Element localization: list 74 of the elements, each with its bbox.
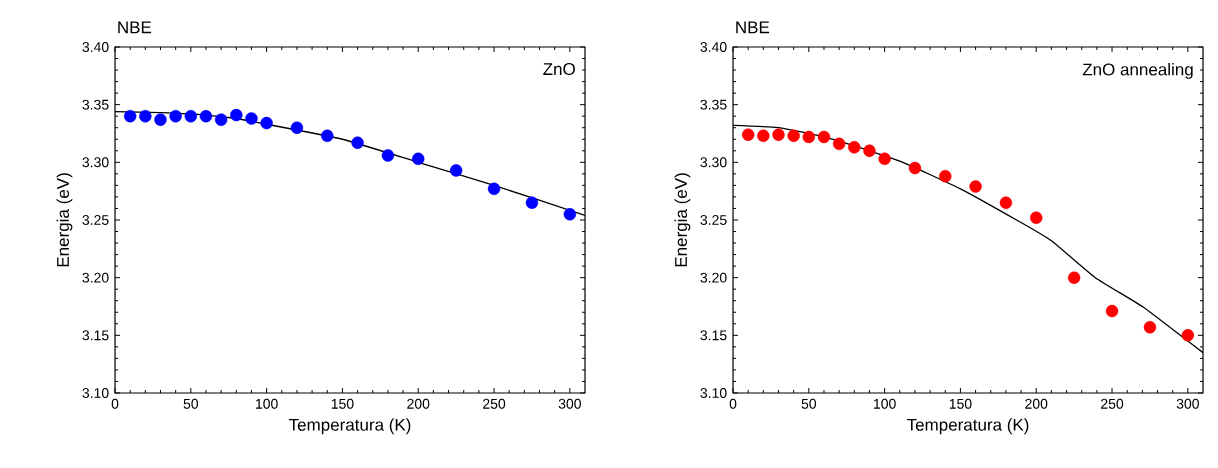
point bbox=[1143, 321, 1157, 334]
point bbox=[563, 208, 577, 221]
point bbox=[123, 109, 137, 123]
y-tick-label: 3.40 bbox=[82, 42, 109, 52]
point bbox=[787, 129, 800, 142]
y-tick-label: 3.40 bbox=[700, 42, 727, 52]
annotation: ZnO bbox=[543, 63, 575, 76]
point bbox=[154, 113, 167, 126]
x-tick-label: 50 bbox=[183, 398, 199, 409]
point bbox=[351, 136, 364, 149]
x-tick-label: 0 bbox=[111, 398, 119, 409]
y-tick-label: 3.35 bbox=[700, 99, 727, 110]
point bbox=[1181, 329, 1195, 342]
annotation: ZnO annealing bbox=[1082, 63, 1193, 79]
y-tick-label: 3.25 bbox=[82, 215, 109, 225]
point bbox=[757, 129, 770, 142]
x-tick-label: 100 bbox=[874, 398, 896, 409]
x-tick-label: 300 bbox=[1176, 398, 1199, 409]
x-tick-label: 100 bbox=[256, 398, 278, 409]
x-tick-label: 200 bbox=[1025, 398, 1048, 409]
point bbox=[1067, 271, 1081, 284]
chart-title: NBE bbox=[118, 21, 152, 34]
x-tick-label: 150 bbox=[949, 398, 972, 409]
point bbox=[487, 182, 501, 196]
point bbox=[260, 116, 273, 130]
x-tick-label: 0 bbox=[729, 398, 737, 409]
point bbox=[199, 109, 213, 123]
point bbox=[525, 196, 539, 209]
y-tick-label: 3.25 bbox=[700, 215, 727, 225]
point bbox=[1030, 211, 1043, 224]
point bbox=[908, 161, 922, 175]
point bbox=[381, 149, 395, 162]
point bbox=[772, 128, 785, 141]
point bbox=[245, 112, 258, 125]
y-tick-label: 3.10 bbox=[700, 388, 727, 398]
y-tick-label: 3.30 bbox=[82, 157, 109, 168]
point bbox=[741, 128, 755, 141]
point bbox=[999, 196, 1013, 209]
x-tick-label: 50 bbox=[801, 398, 817, 409]
point bbox=[848, 141, 861, 154]
x-tick-label: 150 bbox=[331, 398, 354, 409]
x-tick-label: 300 bbox=[558, 398, 581, 409]
y-tick-label: 3.15 bbox=[700, 330, 727, 341]
point bbox=[290, 121, 304, 134]
point bbox=[321, 129, 334, 142]
x-axis-title: Temperatura (K) bbox=[906, 418, 1029, 435]
y-axis-title: Energia (eV) bbox=[56, 173, 73, 267]
point bbox=[230, 108, 243, 122]
point bbox=[184, 109, 198, 123]
x-tick-label: 250 bbox=[483, 398, 506, 409]
point bbox=[817, 130, 831, 144]
y-tick-label: 3.35 bbox=[82, 99, 109, 110]
point bbox=[214, 113, 228, 126]
x-axis-title: Temperatura (K) bbox=[288, 418, 411, 435]
point bbox=[412, 152, 425, 166]
y-axis-title: Energia (eV) bbox=[674, 173, 691, 267]
point bbox=[802, 130, 816, 144]
point bbox=[969, 180, 982, 193]
point bbox=[832, 137, 846, 151]
y-tick-label: 3.20 bbox=[82, 272, 109, 283]
point bbox=[449, 164, 463, 177]
y-tick-label: 3.20 bbox=[700, 272, 727, 283]
point bbox=[169, 109, 182, 123]
x-tick-label: 250 bbox=[1101, 398, 1124, 409]
point bbox=[939, 169, 952, 183]
y-tick-label: 3.15 bbox=[82, 330, 109, 341]
point bbox=[1105, 304, 1119, 318]
point bbox=[863, 144, 876, 157]
point bbox=[878, 152, 891, 166]
y-tick-label: 3.30 bbox=[700, 157, 727, 168]
chart-title: NBE bbox=[736, 21, 770, 34]
point bbox=[139, 109, 152, 123]
y-tick-label: 3.10 bbox=[82, 388, 109, 398]
x-tick-label: 200 bbox=[407, 398, 430, 409]
